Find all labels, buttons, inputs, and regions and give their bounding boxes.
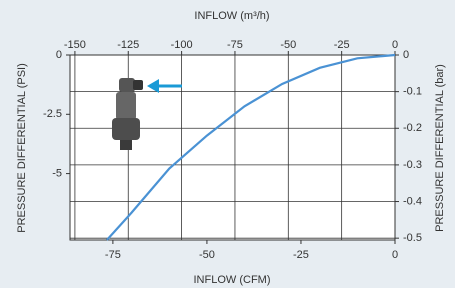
y2-tick-label: -0.4 [403,195,422,207]
y-tick-label: -5 [52,167,62,179]
x2-tick-label: -75 [227,39,243,51]
y-tick-label: 0 [56,49,62,61]
y-tick-label: -2.5 [43,108,62,120]
y2-tick-label: -0.5 [403,232,422,244]
x2-tick-label: -50 [280,39,296,51]
y2-tick-label: -0.3 [403,159,422,171]
x-tick-label: 0 [392,249,398,261]
x2-tick-label: -25 [334,39,350,51]
y-axis-label: PRESSURE DIFFERENTIAL (PSI) [16,63,28,233]
y2-tick-label: 0 [403,49,409,61]
x-axis-label: INFLOW (CFM) [194,274,271,286]
x-tick-label: -75 [105,249,121,261]
x-tick-label: -25 [293,249,309,261]
plot-area [70,55,395,240]
chart: INFLOW (m³/h) INFLOW (CFM) PRESSURE DIFF… [0,0,455,288]
page: {"chart_data": {"type": "line", "xlabel"… [0,0,455,288]
y2-axis-label: PRESSURE DIFFERENTIAL (bar) [434,64,446,232]
x-tick-label: -50 [199,249,215,261]
x2-tick-label: 0 [392,39,398,51]
x2-axis-label: INFLOW (m³/h) [194,10,269,22]
x2-tick-label: -100 [171,39,193,51]
x2-tick-label: -150 [64,39,86,51]
y2-tick-label: -0.1 [403,86,422,98]
x2-tick-label: -125 [117,39,139,51]
y2-tick-label: -0.2 [403,122,422,134]
